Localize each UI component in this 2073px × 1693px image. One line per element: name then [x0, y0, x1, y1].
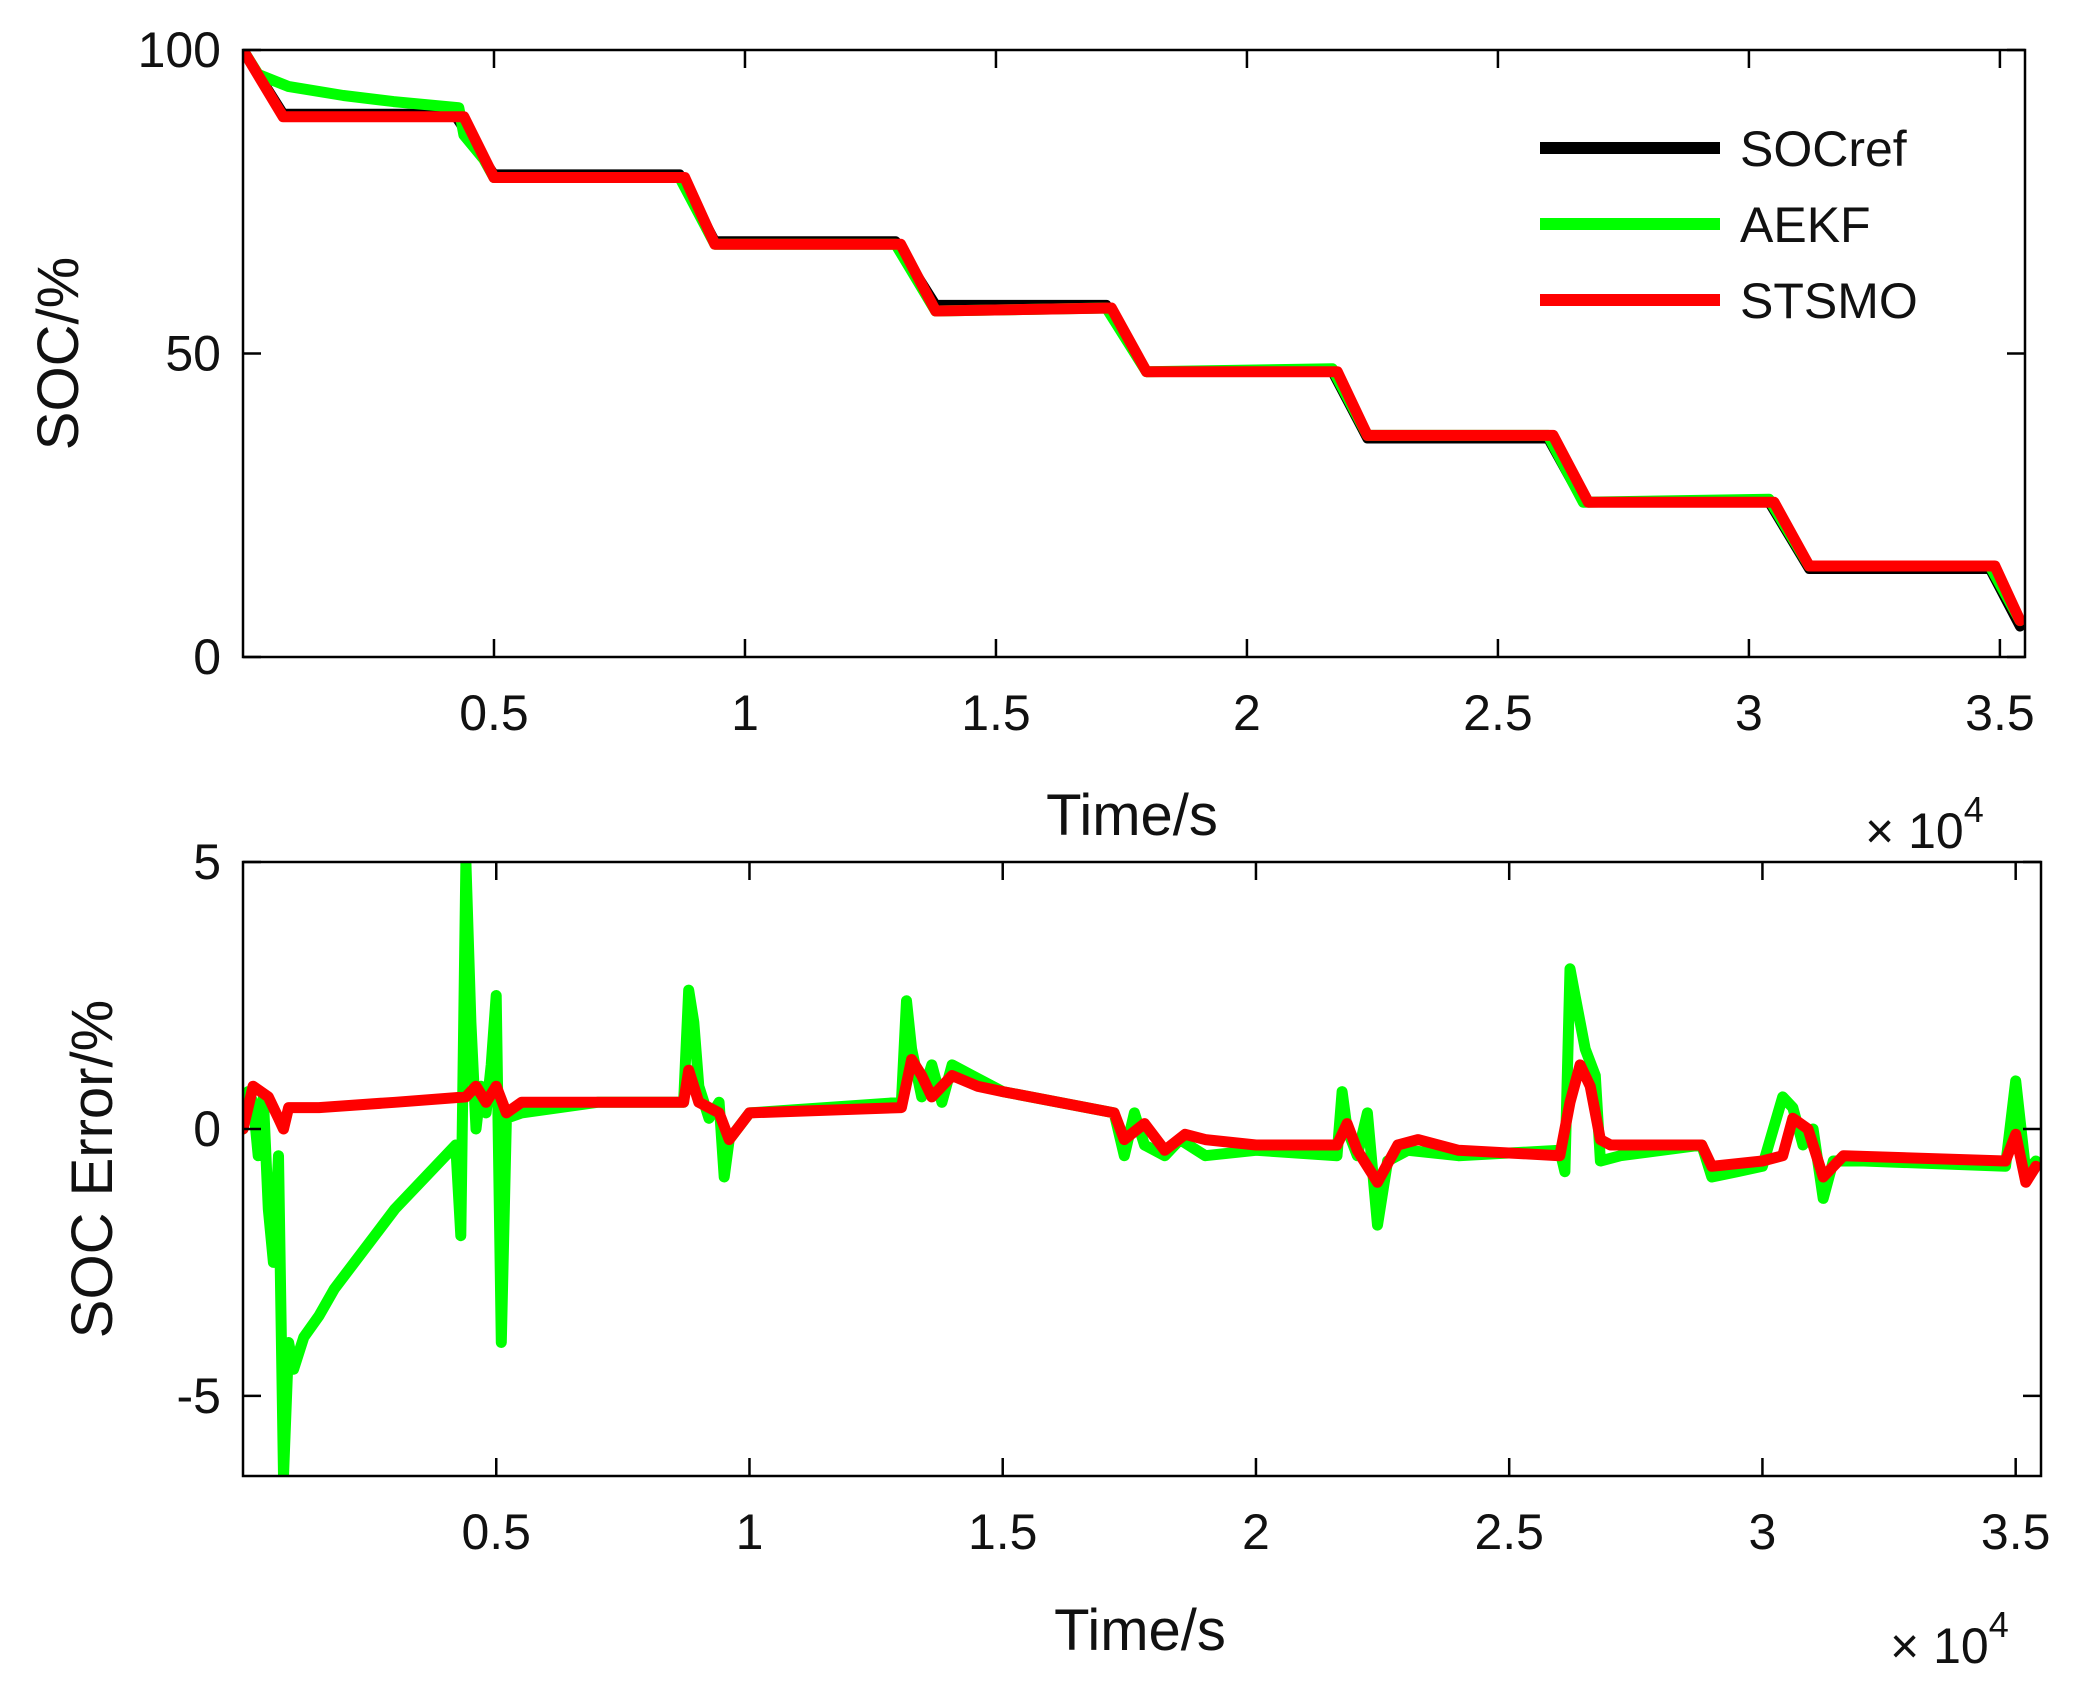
series-line-stsmo — [243, 1054, 2041, 1188]
y-axis-label: SOC Error/% — [60, 1000, 125, 1338]
x-axis-exponent: × 104 — [1865, 789, 1984, 859]
x-tick-label: 2 — [1242, 1504, 1270, 1560]
x-axis-exponent-power: 4 — [1989, 1604, 2009, 1645]
axes-box — [241, 860, 2043, 1478]
x-tick-label: 0.5 — [459, 685, 529, 741]
series-group — [243, 862, 2041, 1476]
y-tick-label: -5 — [177, 1368, 221, 1424]
x-tick-label: 3.5 — [1965, 685, 2035, 741]
y-tick-label: 50 — [165, 326, 221, 382]
legend-label-socref: SOCref — [1740, 121, 1907, 177]
x-tick-label: 2.5 — [1463, 685, 1533, 741]
x-tick-label: 1 — [731, 685, 759, 741]
y-tick-label: 0 — [193, 629, 221, 685]
soc-error-panel: 0.5 1 1.5 2 2.5 3 3.5 -5 0 5 Time/s SOC Error/% × 10… — [60, 834, 2050, 1674]
x-tick-label: 1 — [736, 1504, 764, 1560]
x-tick-label: 1.5 — [968, 1504, 1038, 1560]
series-line-aekf — [243, 862, 2041, 1476]
legend-label-stsmo: STSMO — [1740, 273, 1918, 329]
x-tick-label: 3 — [1735, 685, 1763, 741]
legend: SOCref AEKF STSMO — [1540, 121, 1918, 329]
x-axis-exponent: × 104 — [1890, 1604, 2009, 1674]
x-tick-label: 2 — [1233, 685, 1261, 741]
x-tick-label: 1.5 — [961, 685, 1031, 741]
x-axis-label: Time/s — [1046, 783, 1218, 848]
y-tick-label: 0 — [193, 1101, 221, 1157]
x-tick-label: 0.5 — [461, 1504, 531, 1560]
y-axis-label: SOC/% — [26, 257, 91, 450]
series-line-stsmo — [243, 50, 2025, 627]
y-tick-label: 5 — [193, 834, 221, 890]
x-tick-label: 2.5 — [1474, 1504, 1544, 1560]
x-tick-label: 3 — [1749, 1504, 1777, 1560]
x-axis-label: Time/s — [1054, 1598, 1226, 1663]
y-tick-label: 100 — [138, 22, 221, 78]
legend-label-aekf: AEKF — [1740, 197, 1871, 253]
soc-panel: 0.5 1 1.5 2 2.5 3 3.5 0 50 100 Time/s SOC/% × 104 SOC… — [26, 22, 2035, 859]
x-axis-exponent-power: 4 — [1964, 789, 1984, 830]
series-group — [243, 50, 2025, 632]
x-tick-label: 3.5 — [1981, 1504, 2051, 1560]
